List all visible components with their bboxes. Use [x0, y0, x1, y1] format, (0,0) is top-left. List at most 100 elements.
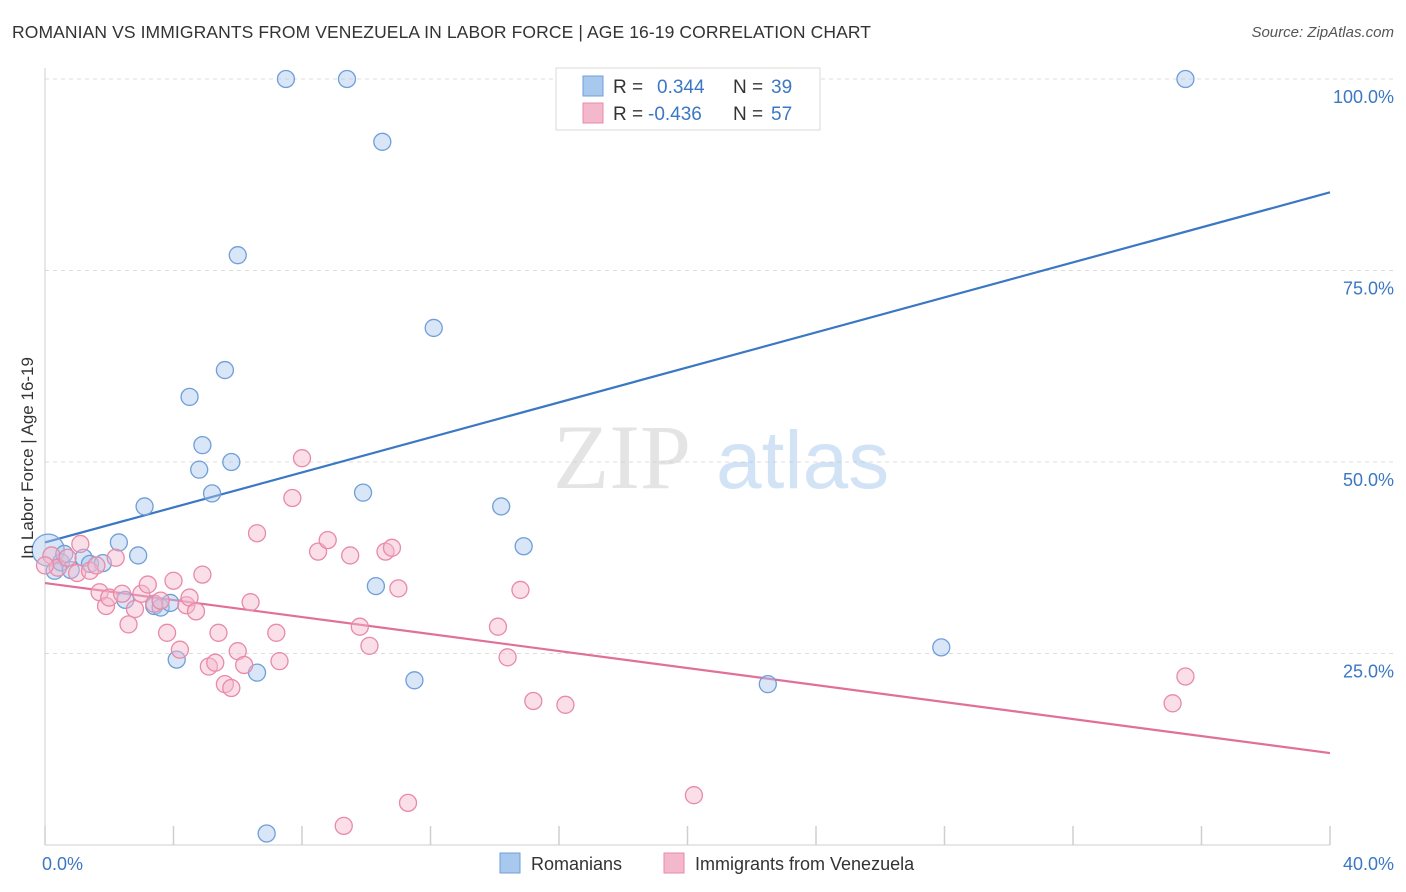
romanian-point-26 — [337, 69, 357, 89]
y-tick-label-100: 100.0% — [1333, 87, 1394, 107]
x-tick-label-min: 0.0% — [42, 854, 83, 874]
watermark-atlas: atlas — [716, 415, 889, 506]
romanian-point-15 — [167, 650, 186, 669]
venezuela-point-41 — [341, 546, 360, 565]
venezuela-point-52 — [556, 695, 575, 714]
romanian-point-11 — [135, 497, 154, 516]
venezuela-point-37 — [292, 449, 312, 468]
legend-r-label-2: R = — [613, 104, 643, 125]
x-tick-label-max: 40.0% — [1343, 854, 1394, 874]
venezuela-point-14 — [132, 584, 151, 603]
romanian-point-24 — [257, 824, 276, 843]
stats-legend: R = 0.344 N = 39 R = -0.436 N = 57 — [555, 67, 821, 131]
romanian-point-25 — [276, 69, 296, 89]
legend-r-value-2: -0.436 — [648, 104, 702, 125]
legend-n-label-1: N = — [733, 77, 763, 98]
venezuela-point-10 — [106, 548, 125, 567]
y-tick-label-50: 50.0% — [1343, 470, 1394, 490]
venezuela-point-17 — [151, 591, 170, 610]
venezuela-point-47 — [398, 793, 418, 813]
venezuela-point-24 — [193, 565, 212, 584]
legend-r-label-1: R = — [613, 77, 643, 98]
venezuela-point-42 — [350, 617, 369, 636]
venezuela-point-27 — [209, 623, 228, 642]
venezuela-point-54 — [1163, 694, 1182, 713]
venezuela-point-13 — [125, 599, 145, 619]
series-legend-label-romanians: Romanians — [531, 854, 622, 874]
venezuela-point-36 — [283, 488, 302, 508]
romanian-point-36 — [758, 674, 777, 694]
romanian-point-27 — [353, 483, 373, 502]
series-legend-swatch-romanians — [499, 852, 521, 874]
romanian-point-21 — [222, 452, 241, 472]
venezuela-point-43 — [360, 636, 379, 655]
venezuela-point-18 — [157, 623, 177, 642]
series-legend-swatch-venezuela — [663, 852, 685, 874]
romanian-point-31 — [424, 318, 443, 338]
y-tick-label-25: 25.0% — [1343, 662, 1394, 682]
venezuela-point-35 — [270, 652, 289, 671]
venezuela-point-45 — [382, 538, 402, 557]
venezuela-point-23 — [186, 602, 206, 621]
venezuela-point-2 — [58, 548, 77, 567]
tick-labels: 25.0% 50.0% 75.0% 100.0% 0.0% 40.0% — [42, 87, 1394, 874]
venezuela-point-51 — [524, 691, 543, 711]
legend-n-label-2: N = — [733, 104, 763, 125]
gridlines — [45, 78, 1395, 654]
venezuela-point-26 — [206, 653, 225, 672]
y-axis-label: In Labor Force | Age 16-19 — [18, 357, 37, 559]
venezuela-point-40 — [334, 816, 353, 835]
venezuela-point-48 — [488, 617, 508, 636]
romanian-point-38 — [1176, 69, 1195, 89]
venezuela-point-20 — [170, 640, 190, 659]
legend-swatch-romanians — [582, 75, 604, 97]
venezuela-point-33 — [247, 524, 267, 543]
series-legend: Romanians Immigrants from Venezuela — [499, 852, 915, 874]
romanian-point-8 — [109, 533, 129, 552]
venezuela-point-29 — [222, 678, 241, 698]
romanian-trendline — [44, 191, 1331, 544]
romanian-point-10 — [129, 546, 148, 565]
romanian-point-18 — [193, 435, 212, 455]
venezuela-trendline — [44, 581, 1331, 755]
chart-title: ROMANIAN VS IMMIGRANTS FROM VENEZUELA IN… — [12, 22, 872, 42]
venezuela-point-34 — [267, 623, 286, 642]
venezuela-point-39 — [318, 530, 337, 550]
romanian-point-20 — [215, 360, 235, 380]
venezuela-point-11 — [112, 584, 132, 603]
axes — [44, 68, 1331, 846]
venezuela-point-31 — [235, 655, 254, 675]
venezuela-point-53 — [684, 786, 704, 805]
series-legend-label-venezuela: Immigrants from Venezuela — [695, 854, 915, 874]
romanian-point-33 — [514, 537, 533, 556]
venezuela-point-46 — [389, 579, 408, 598]
romanian-point-29 — [373, 132, 392, 151]
romanian-point-17 — [190, 460, 209, 479]
romanian-point-28 — [366, 576, 386, 596]
romanian-point-32 — [492, 497, 511, 516]
venezuela-point-49 — [498, 648, 517, 667]
venezuela-point-15 — [138, 575, 157, 594]
romanian-point-6 — [80, 554, 100, 574]
watermark-zip: ZIP — [553, 406, 691, 508]
venezuela-point-4 — [71, 534, 90, 554]
venezuela-point-56 — [35, 556, 55, 575]
romanian-point-22 — [228, 246, 247, 265]
romanian-point-19 — [202, 484, 222, 503]
venezuela-point-19 — [164, 571, 183, 590]
trendlines — [44, 191, 1331, 755]
venezuela-point-50 — [511, 580, 530, 600]
legend-n-value-1: 39 — [771, 77, 792, 98]
legend-r-value-1: 0.344 — [657, 77, 705, 98]
legend-swatch-venezuela — [582, 102, 604, 124]
venezuela-point-55 — [1176, 667, 1195, 686]
romanian-point-37 — [932, 638, 951, 657]
chart-source: Source: ZipAtlas.com — [1251, 24, 1394, 41]
venezuela-point-12 — [119, 615, 138, 634]
legend-n-value-2: 57 — [771, 104, 792, 125]
venezuela-point-6 — [87, 556, 106, 575]
y-tick-label-75: 75.0% — [1343, 279, 1394, 299]
venezuela-point-32 — [241, 593, 260, 612]
romanian-point-16 — [180, 387, 199, 407]
